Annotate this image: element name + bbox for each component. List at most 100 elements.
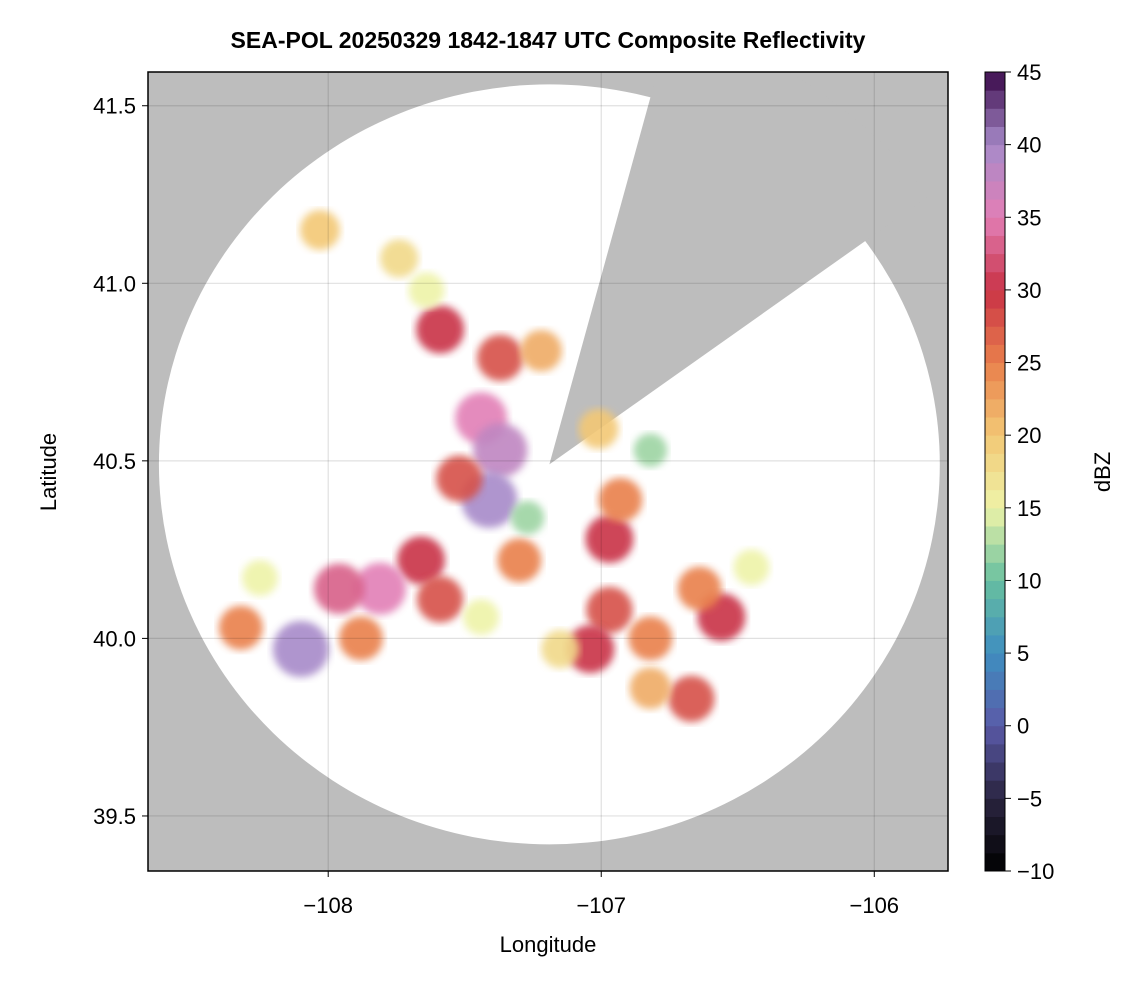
echo: [628, 616, 673, 661]
colorbar-tick-label: 45: [1017, 60, 1041, 85]
colorbar-band: [985, 253, 1005, 273]
colorbar-tick-label: 20: [1017, 423, 1041, 448]
colorbar-tick-label: 35: [1017, 205, 1041, 230]
y-tick-label: 40.5: [93, 449, 136, 474]
colorbar-tick-label: 25: [1017, 351, 1041, 376]
colorbar-band: [985, 762, 1005, 781]
x-tick-label: −107: [576, 893, 626, 918]
echo: [416, 576, 464, 623]
colorbar-band: [985, 562, 1005, 581]
plot-area: [148, 72, 948, 871]
colorbar-band: [985, 108, 1005, 127]
y-axis-label: Latitude: [36, 433, 61, 511]
colorbar-band: [985, 162, 1005, 182]
colorbar-tick-label: −10: [1017, 859, 1054, 884]
echo: [497, 538, 542, 583]
colorbar-band: [985, 852, 1005, 872]
colorbar-band: [985, 271, 1005, 291]
colorbar-band: [985, 689, 1005, 709]
colorbar-band: [985, 344, 1005, 364]
echo: [416, 305, 465, 354]
colorbar-band: [985, 417, 1005, 436]
echo: [586, 586, 633, 634]
echo: [408, 272, 445, 309]
colorbar-tick-label: 0: [1017, 714, 1029, 739]
colorbar-band: [985, 780, 1005, 799]
colorbar-band: [985, 90, 1005, 109]
colorbar-band: [985, 471, 1005, 491]
echo: [397, 536, 446, 585]
colorbar-band: [985, 653, 1005, 672]
echo: [379, 239, 419, 278]
colorbar-tick-label: −5: [1017, 786, 1042, 811]
echo: [668, 675, 715, 722]
colorbar-band: [985, 834, 1005, 854]
plot-frame: [147, 71, 949, 872]
echo: [733, 549, 770, 586]
colorbar-band: [985, 489, 1005, 509]
colorbar-band: [985, 362, 1005, 382]
colorbar-band: [985, 235, 1005, 255]
echo: [598, 477, 643, 522]
echo: [300, 210, 341, 251]
colorbar-band: [985, 126, 1005, 146]
colorbar-band: [985, 217, 1005, 236]
colorbar-band: [985, 743, 1005, 763]
colorbar-tick-label: 10: [1017, 568, 1041, 593]
blocked-sector: [549, 72, 929, 465]
echo: [436, 455, 483, 502]
colorbar-tick-label: 15: [1017, 496, 1041, 521]
echo: [566, 625, 615, 674]
colorbar-band: [985, 816, 1005, 836]
chart-title: SEA-POL 20250329 1842-1847 UTC Composite…: [231, 27, 866, 53]
colorbar-band: [985, 725, 1005, 745]
colorbar-band: [985, 616, 1005, 636]
colorbar-band: [985, 798, 1005, 818]
colorbar-band: [985, 398, 1005, 418]
colorbar-band: [985, 180, 1005, 200]
colorbar-band: [985, 598, 1005, 618]
y-tick-label: 40.0: [93, 626, 136, 651]
colorbar-band: [985, 380, 1005, 400]
echo: [629, 667, 672, 709]
echo: [272, 621, 329, 678]
colorbar-band: [985, 525, 1005, 545]
colorbar-frame: [984, 71, 1006, 872]
echo: [585, 514, 634, 563]
colorbar-tick-label: 30: [1017, 278, 1041, 303]
echo: [241, 560, 278, 597]
y-tick-label: 41.5: [93, 94, 136, 119]
x-tick-label: −106: [849, 893, 899, 918]
echo: [473, 422, 528, 478]
colorbar-band: [985, 580, 1005, 600]
y-tick-label: 39.5: [93, 804, 136, 829]
colorbar-band: [985, 544, 1005, 563]
colorbar-band: [985, 707, 1005, 727]
colorbar-band: [985, 453, 1005, 472]
colorbar-band: [985, 671, 1005, 690]
colorbar-band: [985, 326, 1005, 345]
x-axis-label: Longitude: [500, 932, 597, 957]
colorbar-band: [985, 72, 1005, 91]
echo: [510, 500, 545, 535]
echo: [463, 599, 500, 636]
echo: [218, 605, 263, 650]
y-tick-label: 41.0: [93, 271, 136, 296]
colorbar-band: [985, 289, 1005, 309]
echo: [477, 334, 524, 382]
x-tick-label: −108: [303, 893, 353, 918]
echo: [354, 562, 407, 615]
colorbar-band: [985, 144, 1005, 164]
axes: −108 −107 −106 39.5 40.0 40.5 41.0 41.5: [93, 94, 899, 918]
echo: [520, 329, 562, 372]
colorbar-band: [985, 507, 1005, 527]
echo: [578, 408, 619, 449]
colorbar: −10 −5 0 5 10 15 20 25 30 35 40 45: [984, 60, 1054, 884]
echo: [338, 616, 383, 661]
colorbar-band: [985, 435, 1005, 454]
colorbar-label: dBZ: [1090, 452, 1115, 492]
echo: [541, 629, 580, 669]
colorbar-tick-label: 5: [1017, 641, 1029, 666]
echo: [633, 433, 668, 467]
